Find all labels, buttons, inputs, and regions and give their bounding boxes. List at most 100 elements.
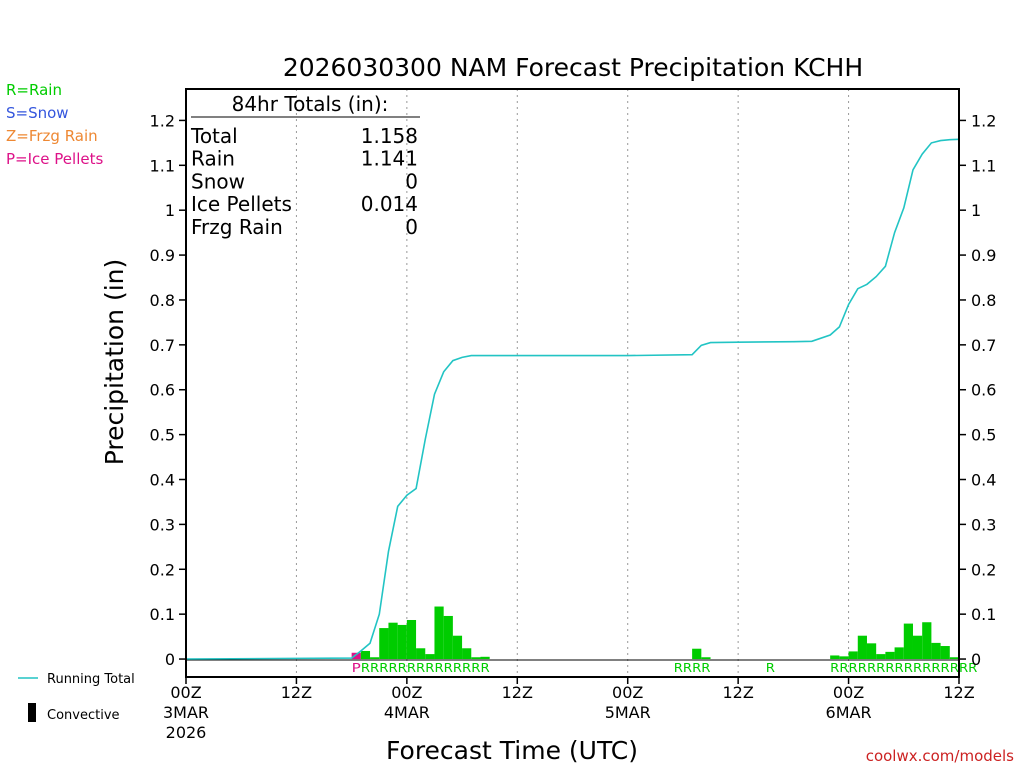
y-tick-label-right: 0.4 — [971, 471, 996, 490]
x-tick-label: 3MAR — [163, 703, 209, 722]
precip-bar — [452, 635, 463, 660]
plot-frame — [185, 88, 960, 678]
totals-row-value: 0.014 — [361, 192, 418, 216]
precip-bar — [370, 657, 380, 660]
precip-type-marker: RRRRRRRRRRRRRRRR — [830, 661, 977, 675]
y-tick-label-left: 1 — [165, 201, 175, 220]
precip-bar — [397, 624, 407, 660]
x-tick-label: 00Z — [391, 683, 422, 702]
plot-area: P RRRRRRRRRRRRRR RRRR R RRRRRRRRRRRRRRRR — [185, 88, 977, 678]
precip-bar — [839, 656, 849, 660]
precip-bar — [931, 642, 941, 660]
y-tick-label-left: 0.6 — [150, 381, 175, 400]
x-tick-label: 4MAR — [384, 703, 430, 722]
x-tick-label: 00Z — [612, 683, 643, 702]
precip-bar — [894, 647, 904, 660]
precip-bar — [406, 619, 417, 660]
precip-bar — [949, 657, 959, 660]
totals-header: 84hr Totals (in): — [232, 92, 389, 116]
y-tick-label-right: 0.5 — [971, 426, 996, 445]
totals-row-value: 0 — [405, 215, 418, 239]
y-tick-label-right: 0.1 — [971, 605, 996, 624]
y-axis-right: 0 0.1 0.2 0.3 0.4 0.5 0.6 0.7 0.8 0.9 1 1.1 1.2 — [959, 111, 996, 669]
precip-type-marker: RRRRRRRRRRRRRR — [361, 661, 490, 675]
y-tick-label-right: 0.9 — [971, 246, 996, 265]
legend-freezing-rain: Z=Frzg Rain — [6, 127, 98, 145]
y-tick-label-left: 0.2 — [150, 560, 175, 579]
y-tick-label-left: 1.2 — [150, 111, 175, 130]
legend-rain: R=Rain — [6, 81, 62, 99]
totals-rows: Total 1.158 Rain 1.141 Snow 0 Ice Pellets 0.014… — [190, 124, 418, 239]
precip-bar — [940, 646, 950, 660]
precip-bar — [480, 656, 490, 660]
precip-bar — [388, 622, 398, 660]
totals-box: 84hr Totals (in): Total 1.158 Rain 1.141 Sno… — [190, 92, 420, 239]
y-tick-label-left: 1.1 — [150, 156, 175, 175]
x-tick-label: 12Z — [502, 683, 533, 702]
totals-row-label: Ice Pellets — [191, 192, 292, 216]
precip-bar — [443, 615, 453, 660]
precip-type-marker: R — [766, 661, 775, 675]
precip-type-marker: P — [352, 661, 361, 675]
y-tick-label-left: 0.1 — [150, 605, 175, 624]
y-tick-label-right: 0.8 — [971, 291, 996, 310]
gridlines — [295, 89, 850, 677]
precip-type-legend: R=Rain S=Snow Z=Frzg Rain P=Ice Pellets — [6, 81, 103, 168]
y-tick-label-left: 0.9 — [150, 246, 175, 265]
precip-bar — [922, 622, 932, 660]
source-credit: coolwx.com/models — [866, 747, 1014, 765]
precip-type-marker: RRRR — [674, 661, 711, 675]
x-tick-label: 12Z — [943, 683, 974, 702]
precip-bar — [830, 655, 840, 660]
precip-bar — [351, 652, 361, 660]
precip-bar — [462, 648, 472, 660]
precip-bar — [848, 651, 858, 660]
legend-snow: S=Snow — [6, 104, 69, 122]
precip-bar — [692, 648, 702, 660]
precip-bar — [425, 654, 435, 660]
precip-bar — [701, 657, 711, 660]
precip-bar — [912, 635, 923, 660]
y-tick-label-left: 0.5 — [150, 426, 175, 445]
totals-row-value: 1.141 — [361, 147, 418, 171]
y-tick-label-right: 0.2 — [971, 560, 996, 579]
precip-bar — [379, 628, 389, 660]
x-tick-label: 12Z — [722, 683, 753, 702]
x-axis-label: Forecast Time (UTC) — [386, 736, 638, 765]
x-tick-label: 5MAR — [605, 703, 651, 722]
precip-bar — [434, 606, 444, 660]
x-tick-label: 00Z — [170, 683, 201, 702]
y-axis-left: 0 0.1 0.2 0.3 0.4 0.5 0.6 0.7 0.8 0.9 1 1.1 1.2 — [150, 111, 186, 669]
x-tick-label: 6MAR — [826, 703, 872, 722]
totals-row-label: Frzg Rain — [191, 215, 283, 239]
y-tick-label-left: 0.4 — [150, 471, 175, 490]
precip-bar — [885, 651, 895, 660]
totals-row-label: Total — [190, 124, 238, 148]
precip-bar — [416, 648, 426, 660]
precip-bar — [876, 654, 886, 660]
y-axis-label: Precipitation (in) — [100, 259, 129, 466]
running-total-line — [185, 138, 960, 660]
y-tick-label-right: 0.3 — [971, 515, 996, 534]
y-tick-label-right: 1.2 — [971, 111, 996, 130]
y-tick-label-right: 0.6 — [971, 381, 996, 400]
convective-legend-swatch — [28, 703, 36, 722]
precip-bars — [351, 606, 959, 660]
precip-bar — [903, 623, 913, 660]
series-legend: Running Total Convective — [18, 672, 135, 723]
totals-row-value: 0 — [405, 169, 418, 193]
precip-bar — [471, 657, 481, 660]
legend-ice-pellets: P=Ice Pellets — [6, 150, 103, 168]
chart-title: 2026030300 NAM Forecast Precipitation KC… — [283, 53, 863, 82]
precip-bar — [360, 650, 371, 660]
totals-row-label: Snow — [191, 169, 245, 193]
y-tick-label-left: 0.8 — [150, 291, 175, 310]
totals-row-label: Rain — [191, 147, 235, 171]
y-tick-label-right: 1.1 — [971, 156, 996, 175]
y-tick-label-right: 1 — [971, 201, 981, 220]
precip-bar — [866, 643, 877, 660]
convective-legend-label: Convective — [47, 708, 120, 723]
precip-bar — [857, 635, 867, 660]
